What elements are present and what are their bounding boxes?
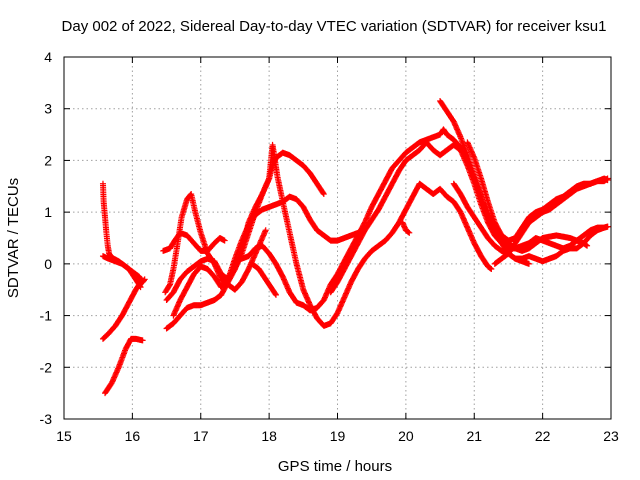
- data-point: [584, 242, 591, 249]
- series-pass-4: [102, 335, 146, 397]
- x-tick-label: 16: [125, 428, 141, 444]
- data-point: [320, 191, 327, 198]
- series-pass-13: [399, 219, 413, 236]
- y-tick-label: 0: [44, 256, 52, 272]
- x-tick-label: 17: [193, 428, 209, 444]
- data-point: [405, 229, 412, 236]
- chart-title: Day 002 of 2022, Sidereal Day-to-day VTE…: [62, 18, 607, 35]
- y-tick-label: -2: [40, 359, 53, 375]
- series-pass-16: [464, 139, 611, 244]
- data-point: [320, 190, 327, 197]
- y-axis-label: SDTVAR / TECUs: [5, 178, 22, 298]
- data-point: [487, 265, 494, 272]
- y-tick-label: 4: [44, 49, 52, 65]
- series-pass-1: [99, 180, 146, 285]
- series-pass-9: [170, 141, 495, 329]
- data-point: [272, 290, 279, 297]
- x-tick-label: 20: [398, 428, 414, 444]
- x-tick-label: 23: [603, 428, 619, 444]
- y-tick-label: 2: [44, 152, 52, 168]
- data-point: [262, 227, 269, 234]
- x-axis-label: GPS time / hours: [278, 458, 392, 475]
- data-point: [525, 260, 532, 267]
- plot-frame: [63, 56, 612, 420]
- x-tick-label: 19: [330, 428, 346, 444]
- x-tick-label: 15: [56, 428, 72, 444]
- x-tick-label: 18: [261, 428, 277, 444]
- y-tick-label: -1: [40, 308, 53, 324]
- y-tick-label: 1: [44, 204, 52, 220]
- data-point: [272, 291, 279, 298]
- x-tick-label: 22: [535, 428, 551, 444]
- data-points: [99, 97, 611, 397]
- series-pass-14: [437, 97, 591, 254]
- data-point: [166, 282, 173, 289]
- data-point: [140, 277, 147, 284]
- y-tick-label: 3: [44, 101, 52, 117]
- data-point: [141, 276, 148, 283]
- x-tick-label: 21: [466, 428, 482, 444]
- data-point: [139, 337, 146, 344]
- data-point: [604, 223, 611, 230]
- series-pass-17: [491, 175, 611, 267]
- data-point: [488, 266, 495, 273]
- series-pass-5: [160, 229, 228, 254]
- y-tick-label: -3: [40, 411, 53, 427]
- data-point: [406, 229, 413, 236]
- series-pass-15: [450, 180, 611, 265]
- data-point: [221, 237, 228, 244]
- data-point: [604, 177, 611, 184]
- series-pass-3: [99, 276, 148, 342]
- series-pass-11: [249, 260, 279, 298]
